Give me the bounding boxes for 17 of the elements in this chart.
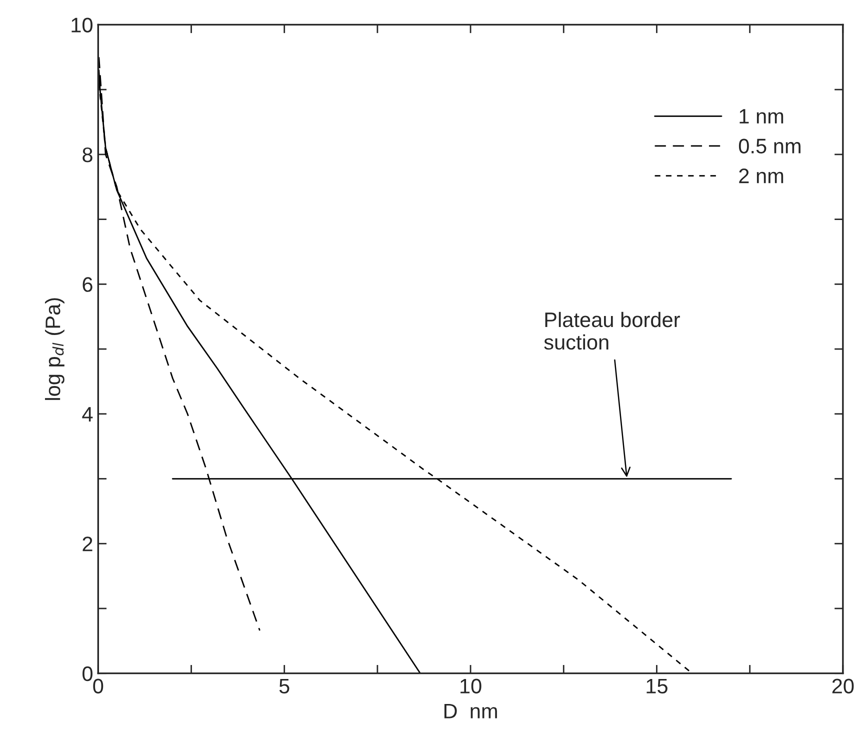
- legend-label: 1 nm: [740, 109, 784, 124]
- legend-label: 2 nm: [739, 168, 784, 184]
- legend-label: 0.5 nm: [738, 138, 800, 154]
- y-tick-label: 8: [82, 147, 92, 162]
- x-tick-label: 5: [279, 678, 290, 694]
- x-tick-label: 20: [832, 678, 854, 694]
- y-axis-title: log p$_{dl}$ (Pa): [44, 298, 64, 400]
- x-tick-label: 15: [646, 678, 668, 694]
- annotation: Plateau border suction: [544, 312, 680, 350]
- x-tick-label: 10: [460, 678, 482, 694]
- x-axis-title: D nm: [444, 704, 497, 718]
- y-tick-label: 0: [82, 666, 92, 682]
- y-tick-label: 4: [82, 407, 93, 422]
- y-tick-label: 10: [72, 18, 92, 32]
- y-tick-label: 2: [82, 536, 92, 552]
- x-tick-label: 0: [93, 678, 104, 694]
- y-tick-label: 6: [82, 277, 92, 292]
